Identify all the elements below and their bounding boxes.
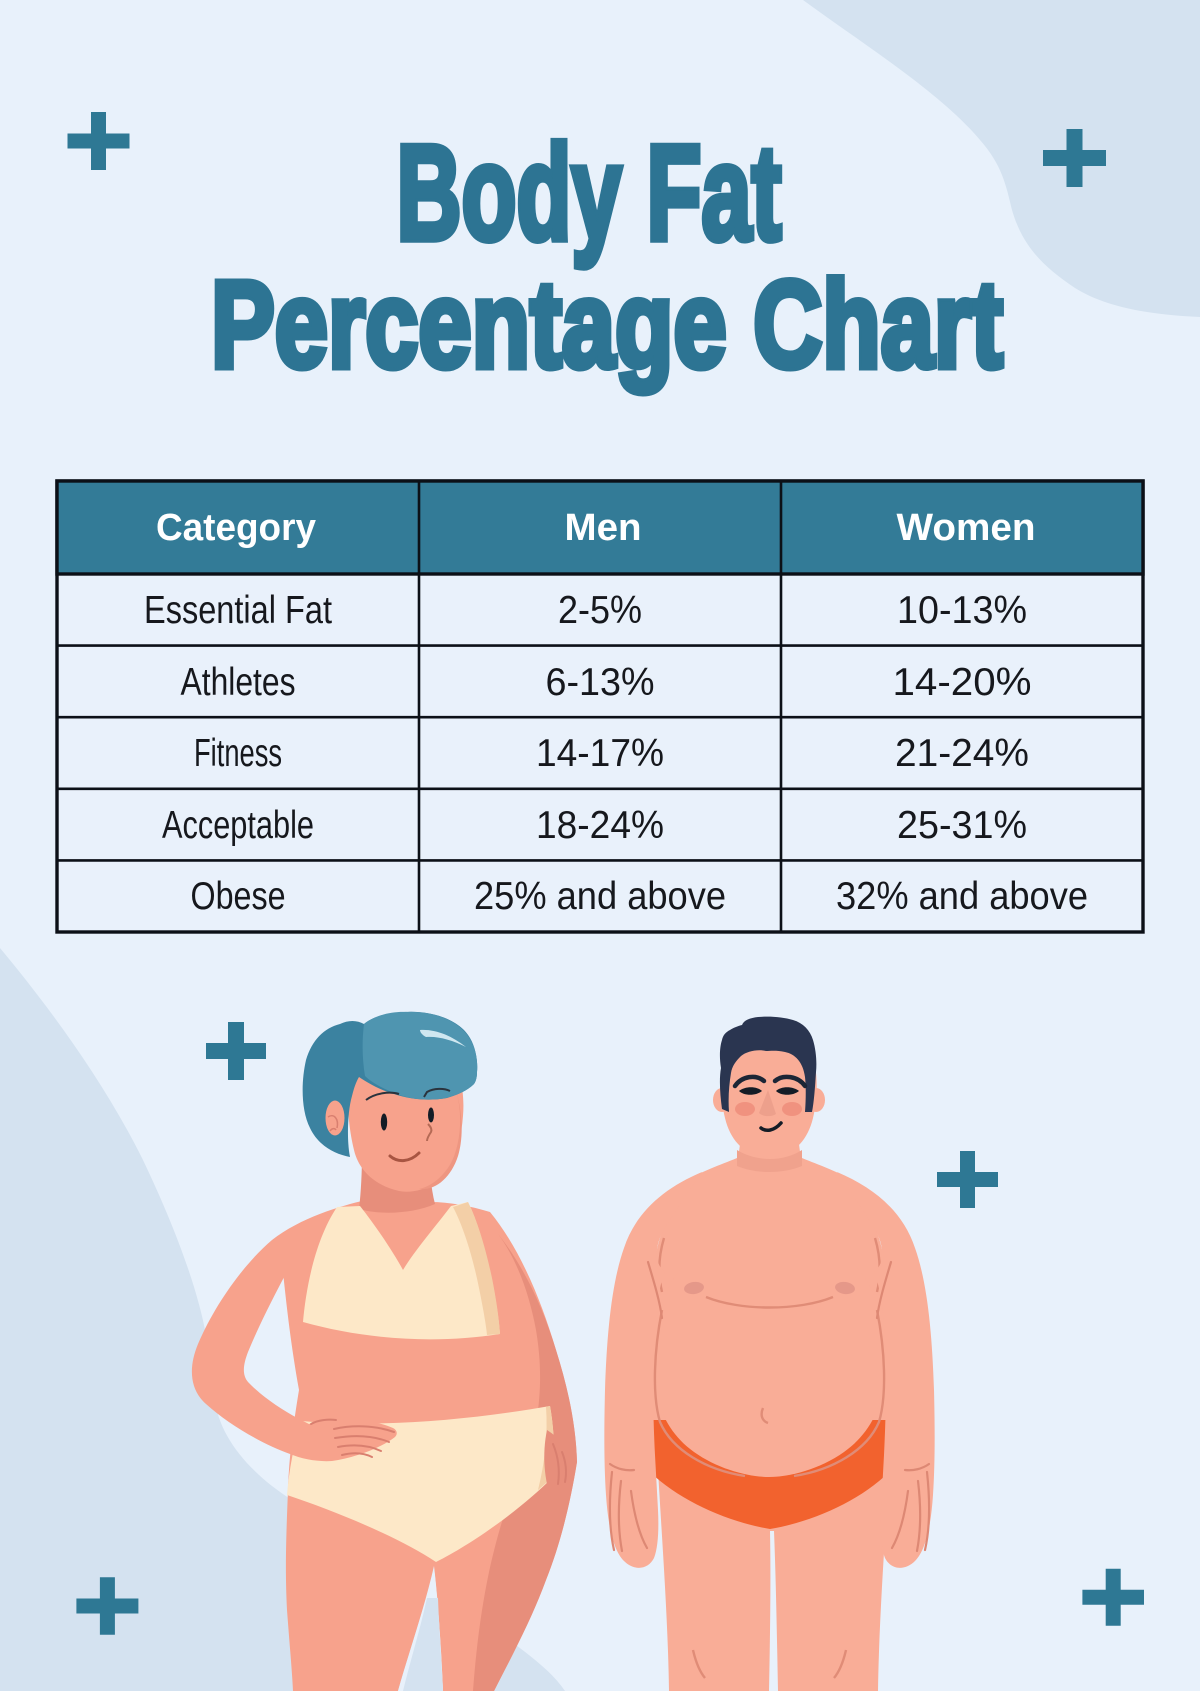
svg-text:25% and above: 25% and above bbox=[474, 875, 726, 918]
svg-text:Obese: Obese bbox=[191, 875, 286, 918]
svg-text:32% and above: 32% and above bbox=[836, 875, 1088, 918]
svg-text:14-17%: 14-17% bbox=[536, 732, 664, 775]
svg-text:14-20%: 14-20% bbox=[893, 661, 1032, 704]
svg-text:25-31%: 25-31% bbox=[897, 804, 1027, 847]
svg-text:Acceptable: Acceptable bbox=[162, 804, 314, 847]
svg-text:21-24%: 21-24% bbox=[895, 732, 1029, 775]
svg-text:Athletes: Athletes bbox=[181, 661, 296, 704]
svg-text:Category: Category bbox=[156, 507, 316, 549]
svg-text:Essential Fat: Essential Fat bbox=[144, 589, 332, 632]
svg-text:2-5%: 2-5% bbox=[558, 589, 642, 632]
svg-text:Body Fat: Body Fat bbox=[397, 117, 782, 268]
svg-text:Fitness: Fitness bbox=[194, 732, 282, 775]
svg-text:Percentage Chart: Percentage Chart bbox=[211, 257, 1003, 394]
svg-text:6-13%: 6-13% bbox=[546, 661, 655, 704]
svg-text:Women: Women bbox=[897, 507, 1036, 549]
svg-text:18-24%: 18-24% bbox=[536, 804, 664, 847]
svg-text:Men: Men bbox=[565, 507, 642, 549]
svg-text:10-13%: 10-13% bbox=[897, 589, 1027, 632]
